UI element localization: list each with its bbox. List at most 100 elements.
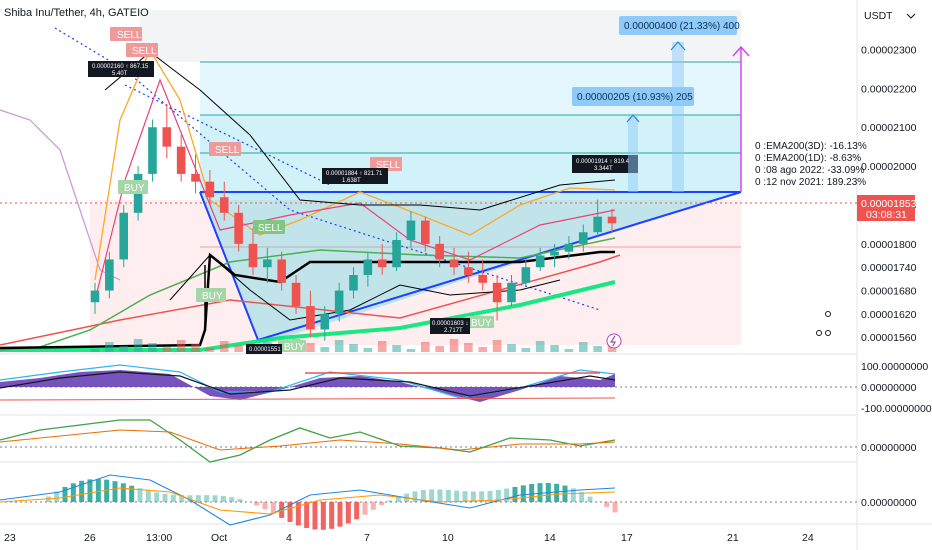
osc-tick: 100.00000000 — [861, 361, 928, 373]
svg-text:0.00001603 ↓: 0.00001603 ↓ — [432, 321, 468, 327]
svg-text:2.717T: 2.717T — [444, 328, 463, 334]
svg-text:3.344T: 3.344T — [594, 166, 613, 172]
volume-bar — [535, 341, 545, 352]
macd-bar — [104, 479, 110, 502]
macd-bar — [554, 483, 560, 502]
candle-body — [148, 127, 157, 174]
price-tick-label: 0.00002300 — [861, 44, 917, 56]
chevron-down-icon[interactable] — [906, 13, 916, 19]
svg-text:0.00000205 (10.93%) 205: 0.00000205 (10.93%) 205 — [577, 92, 693, 103]
macd-bar — [87, 479, 93, 502]
volume-bar — [105, 342, 114, 352]
marker-circle-icon — [825, 311, 831, 317]
svg-text:0.00001551: 0.00001551 — [249, 347, 281, 353]
candle-body — [406, 220, 416, 240]
high-callout: 0.00002160 ↑ 867.155.40T — [88, 61, 154, 77]
macd-bar — [279, 502, 285, 518]
macd-bar — [295, 502, 301, 526]
candle-body — [291, 282, 301, 307]
osc-line-black — [0, 371, 616, 397]
target-label: 0.00000205 (10.93%) 205 — [572, 87, 694, 106]
triangle-left — [199, 191, 259, 341]
volume-bar — [349, 344, 358, 352]
svg-text:0.00001914 ↑ 819.4: 0.00001914 ↑ 819.4 — [576, 159, 630, 165]
candle-body — [521, 267, 531, 283]
candle-body — [550, 251, 559, 256]
sell-signal: SELL — [110, 27, 142, 41]
macd-bar — [212, 495, 218, 502]
candle-body — [105, 259, 114, 291]
volume-bar — [191, 344, 200, 352]
osc-tick: -100.00000000 — [861, 403, 932, 415]
rsi-tick: 0.00000000 — [861, 442, 917, 454]
svg-text:SELL: SELL — [376, 160, 401, 171]
lightning-icon[interactable] — [606, 333, 622, 349]
time-axis: 23 26 13:00 Oct 4 7 10 14 17 21 24 — [4, 532, 814, 544]
macd-bar — [162, 493, 168, 502]
candle-body — [593, 216, 602, 233]
sell-signal: SELL — [126, 43, 158, 57]
candle-body — [119, 212, 129, 260]
candle-body — [306, 306, 315, 330]
rsi-line-orange — [0, 429, 616, 451]
svg-text:0 :EMA200(3D): -16.13%: 0 :EMA200(3D): -16.13% — [755, 141, 867, 152]
macd-bar — [195, 495, 201, 502]
svg-text:BUY: BUY — [124, 183, 145, 194]
osc-line-blue — [0, 364, 616, 399]
volume-bar — [119, 346, 129, 352]
macd-bar — [412, 491, 418, 502]
arrow-up-icon — [626, 114, 640, 123]
time-tick-label: 7 — [364, 532, 370, 544]
svg-text:SELL: SELL — [132, 46, 157, 57]
volume-bar — [219, 341, 229, 352]
candle-body — [377, 259, 387, 268]
macd-bar — [287, 502, 293, 522]
macd-line — [0, 474, 616, 526]
macd-bar — [129, 485, 135, 502]
svg-text:SELL: SELL — [117, 30, 142, 41]
candle-body — [607, 216, 617, 224]
price-tick-label: 0.00001560 — [861, 332, 917, 344]
macd-bar — [220, 495, 226, 502]
volume-bar — [420, 342, 430, 352]
svg-text:0 :EMA200(1D): -8.63%: 0 :EMA200(1D): -8.63% — [755, 153, 861, 164]
candle-body — [162, 127, 172, 147]
macd-bar — [462, 491, 468, 502]
volume-bar — [392, 345, 401, 352]
volume-bar — [564, 349, 574, 352]
macd-bar — [420, 490, 426, 502]
time-tick-label: 14 — [544, 532, 556, 544]
volume-bar — [306, 343, 315, 352]
macd-bar — [387, 500, 393, 502]
high-callout: 0.00001884 ↑ 821.711.638T — [322, 168, 388, 184]
time-tick-label: 13:00 — [146, 532, 172, 544]
svg-text:BUY: BUY — [284, 342, 305, 353]
downtrend-dotted-2 — [124, 84, 331, 186]
macd-bar — [395, 496, 401, 502]
svg-text:0 :12 nov 2021: 189.23%: 0 :12 nov 2021: 189.23% — [755, 177, 866, 188]
arrow-up-icon — [670, 41, 686, 51]
macd-bar — [579, 492, 585, 502]
price-axis: 0.00002300 0.00002200 0.00002100 0.00002000… — [861, 44, 917, 344]
candle-body — [205, 181, 215, 198]
macd-bar — [95, 479, 101, 502]
macd-bar — [454, 490, 460, 502]
price-tick-label: 0.00002100 — [861, 122, 917, 134]
candle-body — [90, 290, 100, 303]
candle-body — [535, 255, 545, 268]
macd-bar — [229, 497, 235, 502]
time-tick-label: Oct — [211, 532, 227, 544]
triangle-bottom — [257, 191, 742, 341]
currency-label[interactable]: USDT — [864, 10, 893, 22]
marker-circle-icon — [825, 330, 831, 336]
high-callout: 0.00001914 ↑ 819.43.344T — [572, 155, 638, 173]
svg-text:0.00002160 ↑ 867.15: 0.00002160 ↑ 867.15 — [92, 64, 149, 70]
volume-bar — [234, 345, 243, 352]
osc-tick: 0.00000000 — [861, 382, 917, 394]
macd-bar — [320, 502, 326, 530]
volume-bar — [133, 339, 143, 352]
candle-body — [478, 275, 488, 283]
macd-bar — [79, 480, 85, 502]
volume-bar — [478, 347, 488, 352]
